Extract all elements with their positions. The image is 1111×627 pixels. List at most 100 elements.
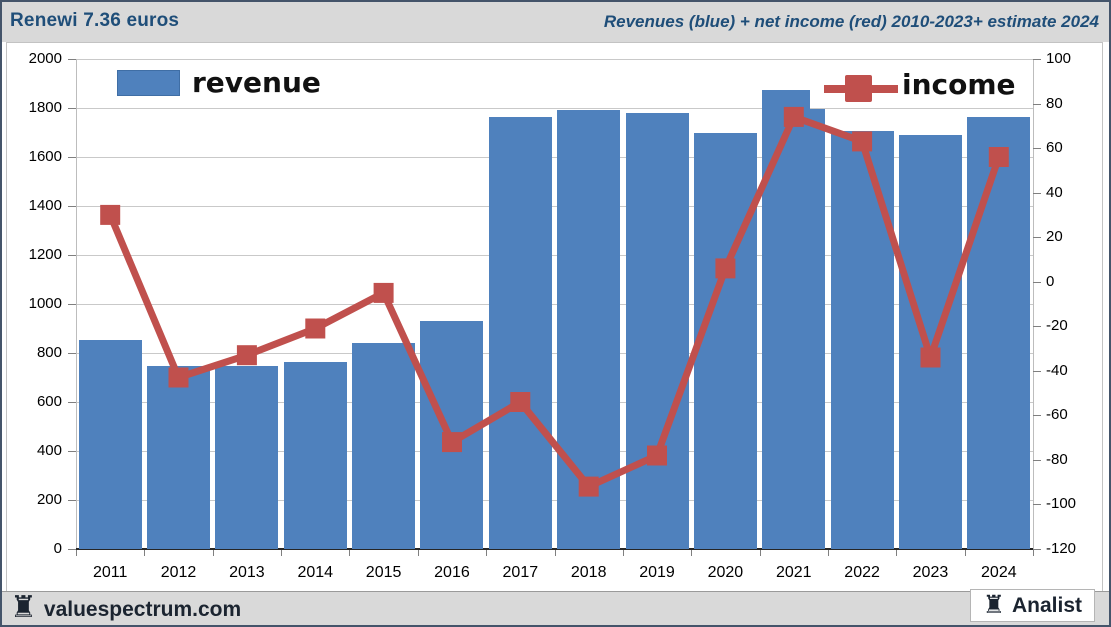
y-axis-tick [68,402,76,403]
bar [967,116,1031,549]
site-name: valuespectrum.com [43,598,242,621]
y-axis-label-left: 1800 [28,99,62,116]
y-axis-tick [68,549,76,550]
income-marker [715,258,736,279]
y-axis-tick [68,157,76,158]
gridline [76,500,1033,501]
y-axis-label-right: 40 [1046,183,1063,201]
y-axis-label-left: 400 [36,442,62,459]
gridline [76,451,1033,452]
x-axis-label: 2021 [775,564,812,581]
y-axis-label-right: 100 [1046,50,1072,67]
x-axis-label: 2014 [297,564,334,581]
y-axis-label-right: -20 [1046,317,1068,335]
y-axis-tick [1033,148,1041,150]
x-axis-label: 2022 [844,564,880,581]
gridline [76,304,1033,305]
x-axis-label: 2012 [160,564,197,581]
y-axis-tick [68,451,76,452]
income-marker [168,367,189,388]
gridline [76,255,1033,256]
rook-icon: ♜ [982,591,1005,619]
x-axis-tick [691,550,693,556]
chart-title: Revenues (blue) + net income (red) 2010-… [603,12,1099,31]
income-line-chart [100,106,1009,497]
y-axis-label-right: -100 [1046,495,1077,513]
income-marker [783,106,804,127]
y-axis-label-left: 0 [53,540,62,557]
header-band: Renewi 7.36 euros Revenues (blue) + net … [2,2,1109,42]
income-marker [236,345,257,366]
y-axis-label-left: 1600 [28,148,62,165]
y-axis-label-right: 20 [1046,228,1063,246]
bar [78,339,142,549]
y-axis-label-right: -60 [1046,406,1068,424]
x-axis-tick [964,550,966,556]
stock-title: Renewi 7.36 euros [10,10,180,31]
income-marker [920,347,941,368]
legend-income-label: income [902,68,1016,101]
y-axis-tick [1033,549,1041,550]
rook-icon: ♜ [10,591,37,624]
legend-revenue-label: revenue [192,66,321,99]
plot-border-left [76,59,77,549]
revenue-swatch-icon [117,70,180,96]
bar [488,116,552,549]
y-axis-label-left: 2000 [28,50,62,67]
y-axis-tick [68,59,76,60]
gridline [76,157,1033,158]
y-axis-label-right: -120 [1046,540,1077,557]
y-axis-tick [68,255,76,256]
gridline [76,402,1033,403]
income-marker [373,282,394,303]
y-axis-tick [1033,237,1041,239]
x-axis-tick [212,550,214,556]
y-axis-tick [1033,459,1041,461]
bar [352,343,416,549]
y-axis-tick [68,206,76,207]
y-axis-tick [68,304,76,305]
bar [215,366,279,549]
legend-income: income [824,68,1084,112]
y-axis-tick [1033,103,1041,105]
y-axis-label-left: 800 [36,344,62,361]
income-marker [100,204,121,225]
income-line [106,113,1003,491]
y-axis-label-left: 600 [36,393,62,410]
income-marker [852,131,873,152]
x-axis-tick [417,550,419,556]
x-axis-tick [76,550,77,556]
bar [625,112,689,549]
x-axis-tick [1033,550,1034,556]
gridline [76,353,1033,354]
x-axis-tick [896,550,898,556]
x-axis-label: 2017 [502,564,539,581]
y-axis-tick [1033,504,1041,506]
x-axis-tick [622,550,624,556]
gridline [76,206,1033,207]
x-axis-tick [759,550,761,556]
y-axis-tick [1033,326,1041,328]
x-axis-label: 2018 [570,564,607,581]
y-axis-tick [1033,281,1041,283]
y-axis-tick [1033,59,1041,60]
income-marker [442,432,462,453]
y-axis-label-left: 1400 [28,197,62,214]
y-axis-tick [1033,415,1041,417]
y-axis-label-left: 1200 [28,246,62,263]
income-marker [510,392,531,412]
y-axis-label-right: 0 [1046,272,1055,290]
x-axis-label: 2020 [707,564,744,581]
x-axis-tick [554,550,556,556]
y-axis-label-left: 1000 [28,295,62,312]
y-axis-label-right: 60 [1046,139,1063,157]
analist-logo-box: ♜ Analist [969,589,1095,622]
gridline [76,108,1033,109]
income-marker [305,318,326,339]
x-axis-label: 2023 [912,564,949,581]
y-axis-tick [68,108,76,109]
x-axis-tick [144,550,146,556]
x-axis-tick [486,550,488,556]
